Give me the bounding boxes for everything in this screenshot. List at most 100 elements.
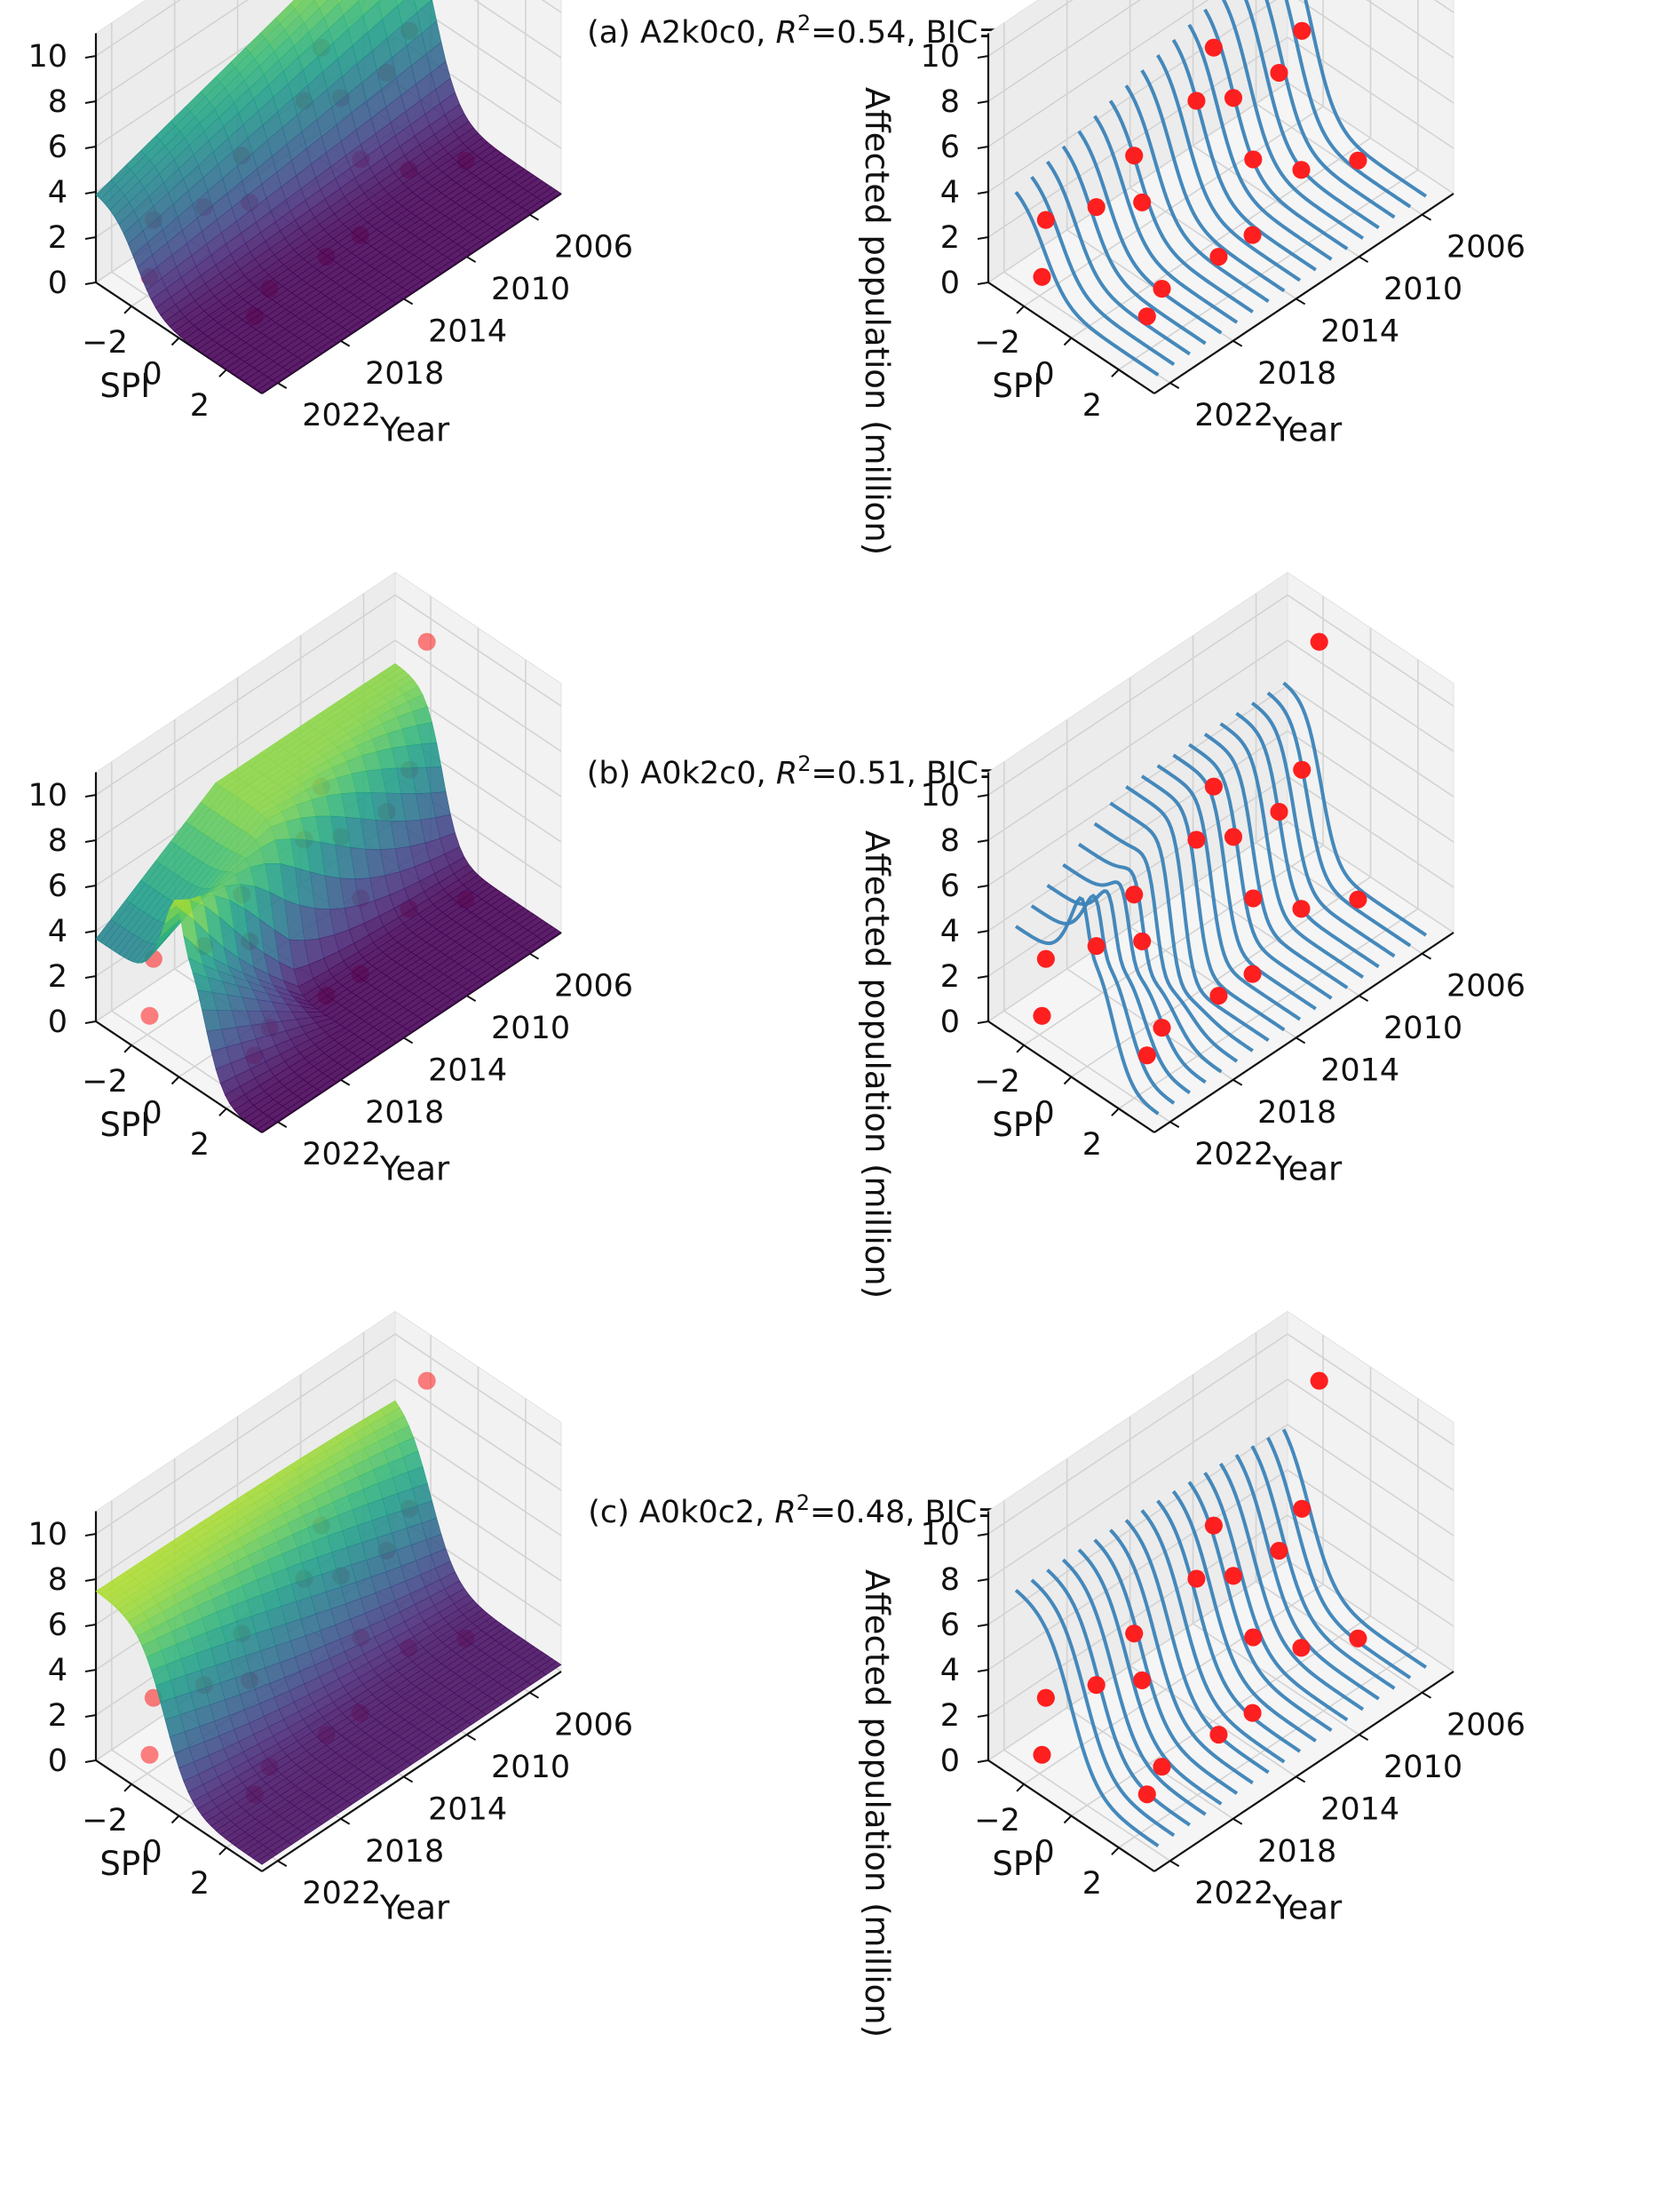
panel-a-surface-x-tick [218,369,227,377]
panel-c-surface-x-tick [170,1815,180,1824]
panel-b-surface-y-tick [529,952,540,960]
panel-c-surface-surface-patch [257,1851,278,1865]
panel-a-curves-z-tick [977,100,989,104]
panel-c-curves-y-tick [1359,1734,1369,1741]
panel-c-curves-curve [1140,1509,1286,1764]
panel-a-curves-y-tick [1169,382,1180,390]
panel-c-curves-y-tick-label: 2014 [1320,1791,1399,1827]
panel-a-surface-surface-patch [257,379,278,394]
panel-b-curves-grid-z [987,594,1454,796]
panel-a-curves-z-tick-label: 6 [940,130,960,165]
panel-c-curves-z-tick-label: 0 [940,1743,960,1779]
panel-c-curves-front-point [1209,1726,1228,1744]
panel-a-curves-front-point [1087,198,1105,217]
panel-a-curves-curve [1140,69,1286,293]
panel-b-curves-curve [1235,711,1380,969]
panel-c-curves-z-tick [977,1714,989,1718]
panel-b-curves-y-tick [1359,995,1369,1002]
panel-a-surface-z-tick [84,236,97,240]
panel-a-curves-front-points [1033,21,1367,326]
panel-a-surface-y-tick-label: 2022 [302,398,381,433]
panel-b-curves-front-point [1033,1006,1051,1025]
panel-a-curves-front-point [1033,267,1051,286]
panel-a-curves-z-tick [977,146,989,149]
panel-a-surface-surface [95,0,562,394]
panel-c-curves-front-point [1033,1745,1051,1764]
panel-b-curves-front-point [1244,889,1263,908]
panel-a-curves-z-tick-label: 4 [940,175,960,210]
panel-c-curves-front-point [1087,1676,1105,1695]
panel-c-curves-curve [1061,1558,1207,1816]
panel-b-curves-z-tick [977,930,989,933]
panel-a-curves-front-point [1125,147,1144,165]
panel-c-curves-y-axis-label: Year [1272,1889,1343,1927]
panel-a-surface-y-tick [403,298,414,306]
panel-a-curves-x-tick [1111,369,1120,377]
panel-c-surface-x-tick-label: 0 [142,1835,162,1870]
panel-b-surface-y-tick-label: 2018 [365,1095,444,1131]
panel-c-curves-y-tick [1296,1775,1306,1783]
panel-a-curves-x-tick-label: 2 [1082,388,1102,424]
panel-b-curves-curve [1203,732,1349,989]
panel-b-surface-z-tick [84,975,97,979]
panel-b-curves-curve [1093,822,1239,1063]
panel-a-curves-y-tick [1296,298,1306,306]
panel-a-curves-curve [1061,145,1207,345]
panel-c-curves-front-point [1137,1785,1156,1804]
panel-b-curves-front-point [1187,830,1206,849]
panel-c-curves-grid-y [1192,1374,1360,1735]
panel-a-surface-z-tick-label: 2 [48,220,67,256]
panel-a-curves-front-point [1209,248,1228,266]
panel-c-curves-x-tick-label: 2 [1082,1866,1102,1902]
panel-b-curves-front-point [1153,1019,1171,1037]
panel-c-curves-y-tick-label: 2010 [1383,1750,1462,1785]
panel-b-surface-x-tick [123,1044,132,1053]
panel-a-curves-front-point [1349,151,1367,170]
panel-b-curves-x-tick-label: 0 [1034,1096,1054,1132]
panel-b-surface-x-tick-label: 0 [142,1096,162,1132]
panel-c-surface-z-tick [84,1714,97,1718]
panel-a-curves-curve [1030,175,1176,367]
panel-a-curves-grid-x [1023,0,1324,307]
panel-b-curves-grid-z [987,821,1454,1022]
panel-b-curves-y-axis-label: Year [1272,1150,1343,1188]
panel-a-curves-grid-z [987,0,1454,193]
panel-b-curves-curve [1140,774,1286,1032]
panel-c-surface-grid-z [95,1378,562,1580]
panel-a-curves-front-point [1137,307,1156,326]
panel-b-curves-y-tick-label: 2010 [1383,1011,1462,1046]
panel-c-curves-grid-x [1071,1367,1372,1817]
panel-c-curves-y-axis-line [1153,1671,1454,1872]
panel-c-curves-grid-z [987,1469,1454,1671]
panel-b-surface-z-tick [84,1021,97,1024]
panel-b-curves-x-tick-label: −2 [974,1064,1020,1100]
panel-c-surface-y-tick-label: 2010 [491,1750,570,1785]
panel-b-curves-front-point [1310,632,1328,651]
panel-b-curves-z-tick [977,839,989,843]
panel-b-curves-z-tick [977,794,989,798]
panel-a-curves-x-tick [1063,337,1073,346]
panel-b-curves-y-tick-label: 2014 [1320,1052,1399,1088]
panel-c-surface-y-tick-label: 2006 [554,1708,633,1743]
y-axis-label-group: Affected population (million) Affected p… [858,87,896,2037]
panel-c-curves-x-tick [1111,1847,1120,1855]
panel-b-curves-grid-y [1066,719,1234,1081]
panel-c-surface-y-tick-label: 2018 [365,1834,444,1870]
panel-b-curves-y-tick-label: 2006 [1446,969,1525,1005]
panel-c-surface-z-tick [84,1669,97,1672]
panel-a-curves-z-tick [977,236,989,240]
panel-b-curves-grid-z [987,639,1454,841]
panel-a-curves-y-tick [1232,339,1243,347]
panel-b-curves-y-tick [1296,1036,1306,1044]
panel-a-curves-curve [1045,160,1191,356]
panel-b-surface-z-tick [84,930,97,933]
panel-c-curves-y-tick-label: 2006 [1446,1708,1525,1743]
panel-b-curves-curves [1014,681,1428,1116]
panel-title-c-r: R [774,1495,796,1530]
panel-a-curves-curves [1014,0,1428,377]
